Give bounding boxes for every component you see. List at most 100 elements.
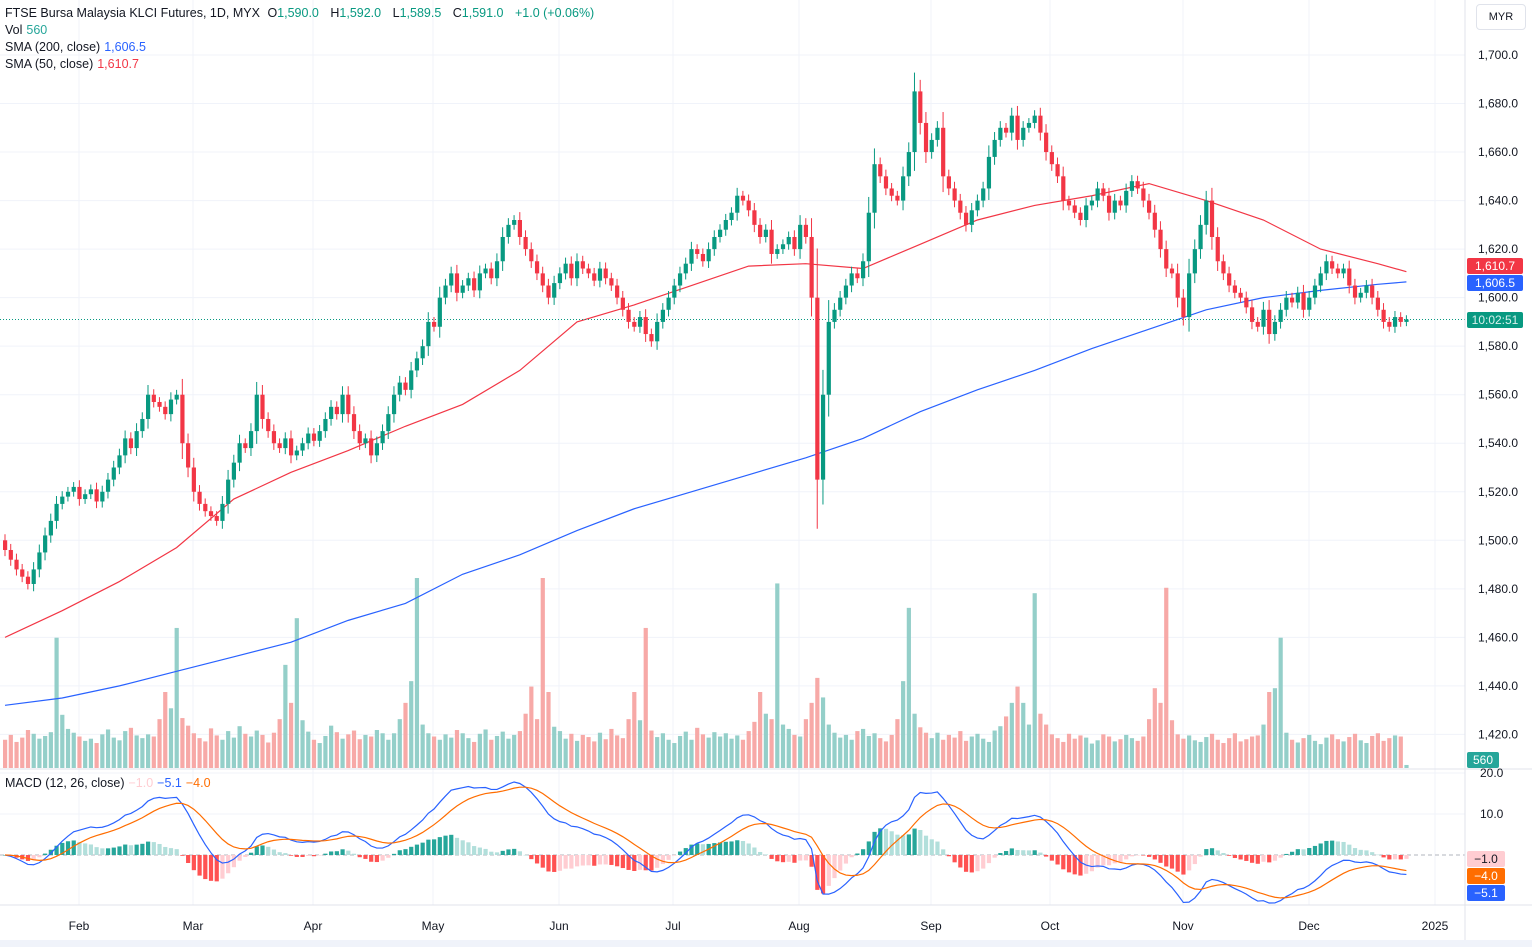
- candle-body: [1181, 297, 1186, 318]
- candle-body: [414, 358, 420, 371]
- macd-histogram-bar: [718, 842, 723, 855]
- macd-histogram-bar: [672, 855, 677, 856]
- macd-histogram-bar: [992, 855, 997, 858]
- macd-histogram-bar: [1284, 853, 1289, 855]
- macd-line: [4, 781, 1407, 904]
- volume-bar: [723, 733, 728, 768]
- candle-body: [655, 321, 660, 342]
- macd-histogram-bar: [1307, 848, 1312, 855]
- candle-body: [243, 443, 248, 449]
- candle-body: [1267, 309, 1272, 335]
- candle-body: [798, 224, 803, 250]
- currency-button[interactable]: MYR: [1476, 4, 1526, 30]
- volume-bar: [1278, 637, 1283, 768]
- candle-body: [1032, 115, 1037, 123]
- macd-histogram-bar: [792, 855, 797, 863]
- volume-bar: [157, 719, 162, 768]
- macd-histogram-bar: [1044, 855, 1049, 857]
- macd-histogram-bar: [1198, 855, 1203, 857]
- candle-body: [1284, 297, 1289, 310]
- macd-legend[interactable]: MACD (12, 26, close) −1.0 −5.1 −4.0: [5, 775, 215, 792]
- volume-bar: [426, 733, 431, 768]
- volume-bar: [603, 739, 608, 768]
- volume-bar: [437, 739, 442, 768]
- candle-body: [918, 91, 923, 123]
- macd-histogram-bar: [123, 844, 128, 855]
- candle-body: [735, 195, 740, 213]
- price-tick-label: 1,580.0: [1478, 339, 1518, 353]
- candle-body: [346, 394, 351, 415]
- candle-body: [986, 156, 992, 189]
- macd-histogram-bar: [1187, 855, 1192, 871]
- volume-bar: [843, 734, 849, 768]
- volume-bar: [1089, 743, 1094, 768]
- candle-body: [31, 569, 36, 584]
- open-number: 1,590.0: [277, 6, 319, 20]
- sma50-legend[interactable]: SMA (50, close) 1,610.7: [5, 56, 143, 73]
- candle-body: [1061, 176, 1066, 201]
- volume-bar: [140, 738, 145, 768]
- volume-bar: [655, 737, 660, 768]
- candle-body: [391, 394, 397, 415]
- macd-histogram-bar: [592, 855, 597, 866]
- candle-body: [1244, 297, 1249, 308]
- volume-bar: [826, 724, 831, 768]
- volume-bar: [517, 731, 522, 768]
- candle-body: [140, 418, 145, 432]
- macd-histogram-bar: [832, 855, 837, 879]
- macd-histogram-bar: [895, 834, 900, 855]
- macd-histogram-bar: [866, 841, 871, 855]
- macd-histogram-bar: [1278, 855, 1283, 858]
- candle-body: [1249, 307, 1255, 322]
- candle-body: [1158, 229, 1163, 250]
- macd-histogram-bar: [65, 841, 71, 855]
- volume-bar: [168, 708, 174, 768]
- volume-bar: [3, 739, 8, 768]
- candle-body: [472, 278, 477, 291]
- volume-bar: [643, 627, 648, 768]
- macd-histogram-bar: [283, 853, 288, 855]
- macd-histogram-bar: [163, 846, 168, 855]
- macd-histogram-bar: [54, 845, 59, 855]
- macd-histogram-bar: [186, 855, 191, 864]
- candle-body: [386, 414, 391, 432]
- candle-body: [843, 285, 849, 298]
- macd-histogram-bar: [1169, 855, 1175, 869]
- macd-histogram-bar: [975, 855, 980, 872]
- macd-histogram-bar: [843, 855, 849, 864]
- candle-body: [683, 263, 688, 274]
- candle-body: [775, 249, 780, 254]
- macd-histogram-bar: [340, 849, 345, 855]
- candle-body: [146, 394, 151, 419]
- candle-body: [1307, 297, 1312, 310]
- volume-bar: [901, 681, 906, 768]
- candle-body: [506, 224, 511, 237]
- sma200-legend[interactable]: SMA (200, close) 1,606.5: [5, 39, 150, 56]
- volume-bar: [289, 702, 294, 768]
- macd-histogram-bar: [48, 849, 53, 855]
- volume-bar: [1387, 738, 1392, 768]
- macd-histogram-bar: [1118, 855, 1123, 863]
- candle-body: [546, 285, 551, 298]
- macd-histogram-bar: [1347, 844, 1352, 855]
- volume-bar: [838, 737, 843, 768]
- macd-histogram-bar: [552, 855, 557, 872]
- volume-bar: [1381, 740, 1386, 768]
- volume-bar: [1221, 743, 1226, 768]
- macd-histogram-bar: [1112, 855, 1117, 864]
- candle-body: [878, 164, 883, 177]
- candle-body: [752, 210, 757, 225]
- candle-body: [826, 321, 831, 395]
- price-tick-label: 1,420.0: [1478, 727, 1518, 741]
- volume-legend[interactable]: Vol 560: [5, 22, 51, 39]
- volume-bar: [146, 734, 151, 768]
- volume-bar: [489, 739, 494, 768]
- macd-histogram-bar: [1009, 848, 1014, 855]
- volume-bar: [37, 738, 42, 768]
- macd-histogram-bar: [1341, 841, 1346, 855]
- macd-histogram-bar: [334, 851, 339, 855]
- volume-bar: [1347, 737, 1352, 768]
- macd-histogram-bar: [569, 855, 574, 869]
